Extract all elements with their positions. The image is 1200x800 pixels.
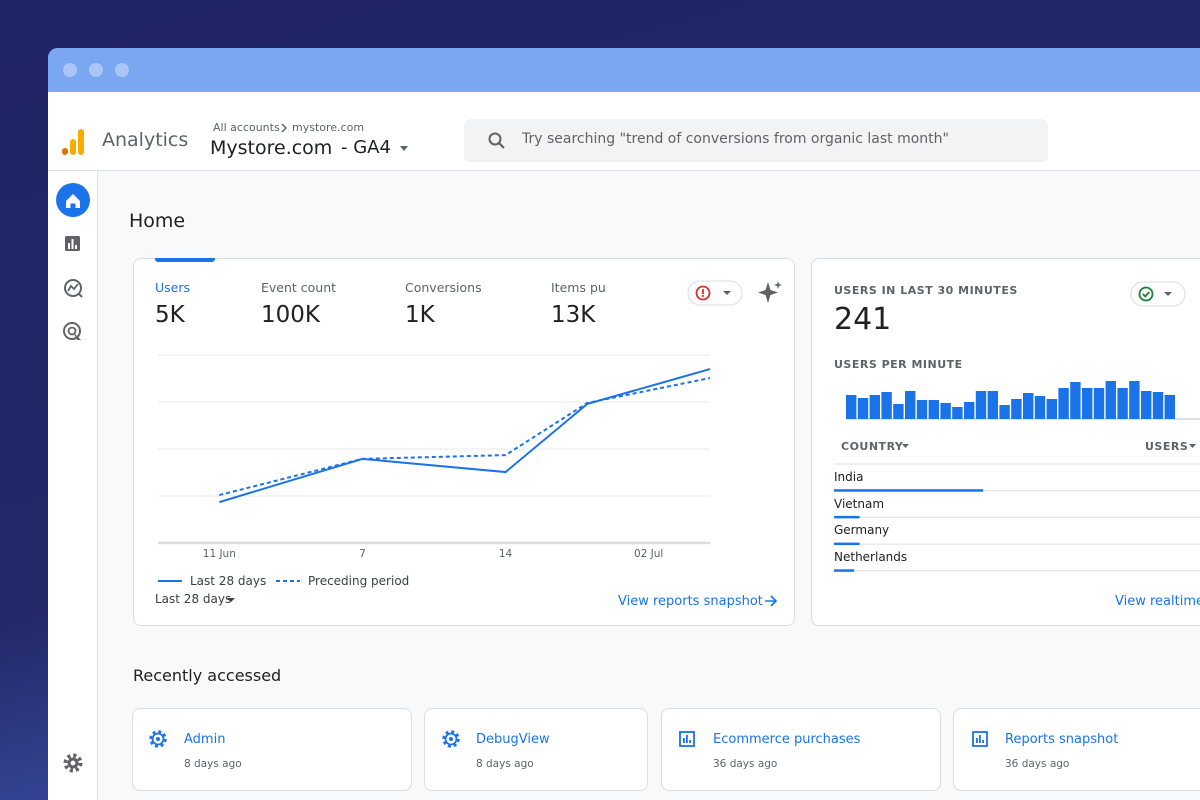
- selected-tab-indicator: [155, 258, 215, 262]
- nav-reports[interactable]: [65, 236, 80, 251]
- legend-label: Last 28 days: [190, 574, 267, 588]
- metric-value: 100K: [261, 302, 320, 328]
- recent-name[interactable]: Reports snapshot: [1005, 732, 1119, 747]
- legend-swatches: [158, 580, 300, 582]
- recent-time: 8 days ago: [476, 758, 534, 770]
- chevron: [281, 123, 288, 133]
- recent-icons: [149, 730, 988, 748]
- page-title: Home: [129, 210, 186, 232]
- overview-card: [133, 258, 795, 626]
- title-bar: [48, 48, 1200, 92]
- realtime-card: [811, 258, 1200, 626]
- recent-name[interactable]: DebugView: [476, 732, 550, 747]
- sidebar: [48, 171, 98, 800]
- row-label: Germany: [834, 523, 890, 538]
- nav-settings[interactable]: [63, 753, 83, 773]
- row-label: Vietnam: [834, 496, 885, 511]
- section-title: Recently accessed: [133, 666, 282, 685]
- nav-advertising[interactable]: [63, 322, 81, 340]
- column-header[interactable]: COUNTRY: [841, 440, 904, 453]
- breadcrumb[interactable]: mystore.com: [292, 121, 365, 134]
- nav-home[interactable]: [56, 183, 90, 217]
- window-dots: [63, 63, 129, 77]
- chart-subtitle: USERS PER MINUTE: [834, 358, 963, 371]
- search-box[interactable]: [464, 119, 1048, 162]
- legend-label: Preceding period: [308, 574, 410, 588]
- metric-label[interactable]: Users: [155, 280, 191, 295]
- search-icon: [488, 132, 505, 149]
- metric-value: 13K: [551, 302, 596, 328]
- dropdown-caret[interactable]: [226, 597, 236, 605]
- arrow-icon: [765, 595, 778, 607]
- column-header[interactable]: USERS: [1145, 440, 1189, 453]
- x-tick-label: 11 Jun: [202, 548, 236, 560]
- breadcrumb[interactable]: All accounts: [213, 121, 280, 134]
- insights-icon[interactable]: [758, 282, 778, 303]
- nav-icons: [56, 183, 90, 773]
- dropdown-caret[interactable]: [399, 145, 409, 153]
- status-controls: [687, 280, 782, 306]
- recent-name[interactable]: Ecommerce purchases: [713, 732, 861, 747]
- view-link[interactable]: View reports snapshot: [618, 594, 763, 609]
- nav-explore[interactable]: [64, 279, 83, 298]
- stream-name[interactable]: - GA4: [341, 137, 391, 158]
- dropdown-caret: [902, 444, 909, 448]
- x-tick-label: 02 Jul: [633, 548, 664, 560]
- dropdown-caret: [1189, 444, 1196, 448]
- recent-card[interactable]: [132, 708, 412, 791]
- realtime-value: 241: [834, 302, 892, 337]
- property-name[interactable]: Mystore.com: [210, 137, 333, 159]
- metric-label[interactable]: Conversions: [405, 280, 482, 295]
- realtime-title: USERS IN LAST 30 MINUTES: [834, 284, 1018, 297]
- recent-time: 36 days ago: [1005, 758, 1070, 770]
- metric-label[interactable]: Event count: [261, 280, 337, 295]
- x-tick-label: 7: [359, 548, 366, 560]
- recent-time: 36 days ago: [713, 758, 778, 770]
- row-label: India: [834, 470, 864, 484]
- recent-name[interactable]: Admin: [184, 732, 226, 747]
- logo: [62, 129, 84, 155]
- product-name: Analytics: [102, 129, 189, 151]
- search-placeholder: Try searching "trend of conversions from…: [522, 131, 949, 147]
- x-tick-label: 14: [498, 548, 513, 560]
- recent-card[interactable]: [424, 708, 648, 791]
- metric-label[interactable]: Items pur: [551, 282, 607, 295]
- view-link[interactable]: View realtime: [1115, 594, 1200, 609]
- row-label: Netherlands: [834, 550, 908, 565]
- recent-time: 8 days ago: [184, 758, 242, 770]
- date-range[interactable]: Last 28 days: [155, 592, 232, 606]
- metric-value: 1K: [405, 302, 435, 328]
- status-pill[interactable]: [1130, 281, 1190, 309]
- metric-value: 5K: [155, 302, 185, 328]
- recent-card[interactable]: [661, 708, 941, 791]
- recent-card[interactable]: [953, 708, 1200, 791]
